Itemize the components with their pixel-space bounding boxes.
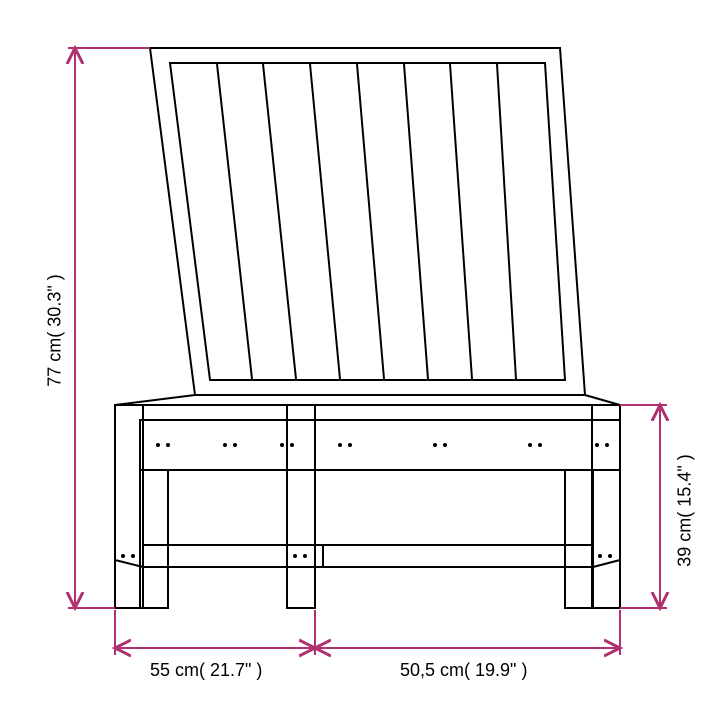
dimension-lines: [68, 48, 667, 655]
chair-drawing: [115, 48, 620, 608]
dim-label-width: 50,5 cm( 19.9" ): [400, 660, 527, 681]
dim-label-full-height: 77 cm( 30.3" ): [45, 266, 66, 396]
dim-label-depth: 55 cm( 21.7" ): [150, 660, 262, 681]
diagram-canvas: [0, 0, 724, 724]
dim-label-seat-height: 39 cm( 15.4" ): [675, 446, 696, 576]
